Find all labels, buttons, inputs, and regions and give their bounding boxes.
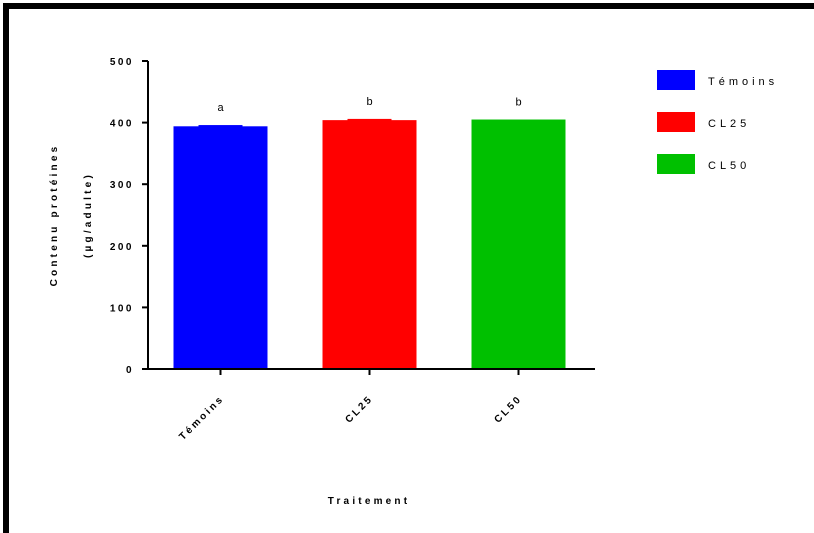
significance-letter: b: [366, 96, 372, 108]
y-tick-label: 100: [110, 303, 134, 314]
bar-cl50: [471, 119, 566, 370]
bar-tmoins: [173, 126, 268, 370]
y-ticks: 0 100 200 300 400 500: [110, 57, 148, 376]
bar-cl25: [322, 120, 417, 369]
bars-layer: [173, 118, 566, 370]
chart-frame: [3, 3, 814, 533]
legend-label: Témoins: [708, 76, 778, 88]
legend-swatch: [657, 154, 695, 174]
error-bar: [198, 125, 243, 128]
significance-letter: a: [217, 102, 224, 114]
y-tick-label: 0: [126, 365, 134, 376]
x-axis-title: Traitement: [328, 496, 411, 507]
legend-label: CL50: [708, 160, 750, 172]
x-tick-label: Témoins: [177, 393, 226, 442]
error-bar: [347, 118, 392, 122]
significance-letters: ab b: [217, 96, 521, 114]
axes-layer: [147, 61, 595, 370]
y-tick-label: 400: [110, 119, 134, 130]
significance-letter: b: [515, 97, 521, 109]
x-tick-label: CL25: [343, 393, 375, 425]
x-tick-label: CL50: [492, 393, 524, 425]
legend-label: CL25: [708, 118, 750, 130]
x-ticks: Témoins CL25 CL50: [177, 369, 525, 443]
y-axis-title-line1: Contenu protéines: [49, 144, 60, 287]
legend: Témoins CL25 CL50: [657, 70, 778, 174]
legend-swatch: [657, 70, 695, 90]
legend-swatch: [657, 112, 695, 132]
y-tick-label: 500: [110, 57, 134, 68]
y-tick-label: 200: [110, 242, 134, 253]
y-tick-label: 300: [110, 180, 134, 191]
y-axis-title-line2: (µg/adulte): [83, 172, 94, 258]
